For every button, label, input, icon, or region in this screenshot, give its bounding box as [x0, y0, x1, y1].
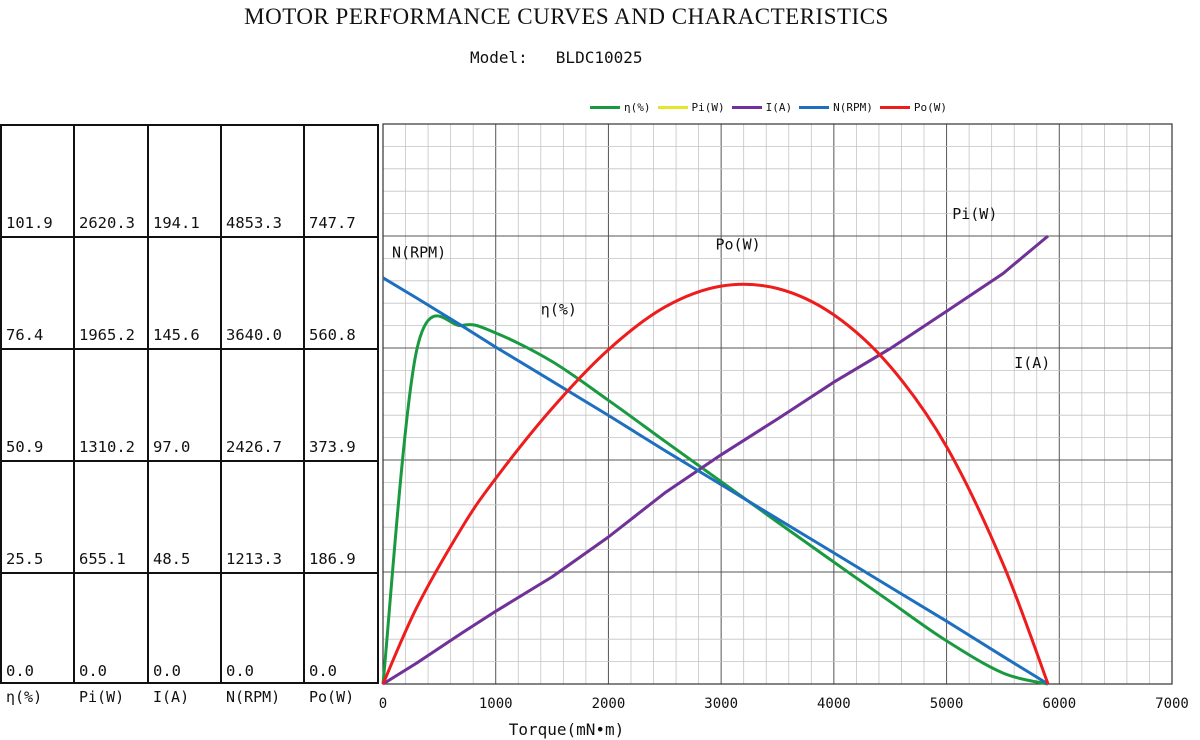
x-tick-label: 3000	[704, 696, 738, 712]
table-cell: 0.0	[153, 662, 181, 680]
legend-swatch	[799, 106, 830, 109]
table-cell: 2620.3	[79, 214, 135, 232]
table-border	[0, 682, 379, 684]
table-cell: 101.9	[6, 214, 53, 232]
table-cell: 655.1	[79, 550, 126, 568]
legend-item: η(%)	[590, 101, 651, 114]
x-tick-label: 4000	[817, 696, 851, 712]
table-cell: 1213.3	[226, 550, 282, 568]
table-cell: 0.0	[226, 662, 254, 680]
table-row-divider	[0, 460, 379, 462]
table-column: 2620.3 1965.2 1310.2 655.1 0.0	[73, 124, 147, 684]
table-cell: 1965.2	[79, 326, 135, 344]
legend-swatch	[879, 106, 910, 109]
chart-legend: η(%) Pi(W) I(A) N(RPM) Po(W)	[590, 101, 954, 114]
output-power-curve	[381, 282, 1050, 685]
speed-curve	[382, 276, 1049, 686]
table-cell: 0.0	[79, 662, 107, 680]
curve-label: Pi(W)	[952, 205, 997, 223]
chart-title: MOTOR PERFORMANCE CURVES AND CHARACTERIS…	[244, 4, 889, 29]
plot-frame	[382, 123, 1173, 685]
legend-item: I(A)	[731, 101, 793, 114]
table-cell: 25.5	[6, 550, 44, 568]
table-column-label: Pi(W)	[79, 688, 125, 706]
table-cell: 373.9	[309, 438, 356, 456]
scale-table: 101.9 76.4 50.9 25.5 0.0 η(%) 2620.3 1965.2 1310…	[0, 124, 379, 706]
model-line: Model: BLDC10025	[470, 48, 643, 67]
legend-label: I(A)	[765, 101, 793, 114]
table-cell: 97.0	[153, 438, 191, 456]
table-cell: 186.9	[309, 550, 356, 568]
table-row-divider	[0, 572, 379, 574]
table-column: 101.9 76.4 50.9 25.5 0.0	[0, 124, 73, 684]
table-cell: 1310.2	[79, 438, 135, 456]
curve-label: η(%)	[541, 300, 577, 318]
x-tick-label: 6000	[1042, 696, 1076, 712]
table-column: 4853.3 3640.0 2426.7 1213.3 0.0	[220, 124, 303, 684]
legend-label: η(%)	[624, 101, 651, 114]
table-border	[377, 124, 379, 684]
table-border	[0, 124, 379, 126]
table-cell: 194.1	[153, 214, 200, 232]
legend-item: N(RPM)	[799, 101, 873, 114]
legend-item: Pi(W)	[657, 101, 725, 114]
table-row-divider	[0, 348, 379, 350]
table-cell: 0.0	[309, 662, 337, 680]
table-row-divider	[0, 236, 379, 238]
table-cell: 145.6	[153, 326, 200, 344]
table-column: 747.7 560.8 373.9 186.9 0.0	[303, 124, 379, 684]
legend-label: Po(W)	[913, 101, 947, 114]
table-cell: 76.4	[6, 326, 44, 344]
curve-label: I(A)	[1014, 354, 1050, 372]
table-cell: 50.9	[6, 438, 44, 456]
curve-label: N(RPM)	[392, 244, 446, 262]
table-column-label: N(RPM)	[226, 688, 281, 706]
legend-label: N(RPM)	[833, 101, 873, 114]
x-axis-label: Torque(mN•m)	[508, 720, 625, 739]
x-tick-label: 0	[379, 696, 387, 712]
table-cell: 4853.3	[226, 214, 282, 232]
legend-label: Pi(W)	[691, 101, 725, 114]
table-cell: 0.0	[6, 662, 34, 680]
x-tick-label: 5000	[930, 696, 964, 712]
table-column-label: Po(W)	[309, 688, 355, 706]
curve-label: Po(W)	[716, 236, 761, 254]
table-cell: 560.8	[309, 326, 356, 344]
legend-swatch	[590, 106, 620, 109]
x-tick-label: 2000	[592, 696, 626, 712]
x-tick-label: 1000	[479, 696, 513, 712]
legend-swatch	[731, 106, 762, 109]
table-cell: 2426.7	[226, 438, 282, 456]
current-curve	[382, 234, 1049, 686]
model-value: BLDC10025	[555, 48, 643, 67]
table-column: 194.1 145.6 97.0 48.5 0.0	[147, 124, 220, 684]
model-label: Model:	[470, 48, 528, 67]
table-cell: 48.5	[153, 550, 191, 568]
legend-swatch	[657, 106, 688, 109]
x-tick-label: 7000	[1155, 696, 1189, 712]
efficiency-curve	[381, 314, 1049, 686]
legend-item: Po(W)	[879, 101, 947, 114]
table-column-label: I(A)	[153, 688, 190, 706]
table-cell: 747.7	[309, 214, 356, 232]
table-column-label: η(%)	[6, 688, 43, 706]
table-cell: 3640.0	[226, 326, 282, 344]
